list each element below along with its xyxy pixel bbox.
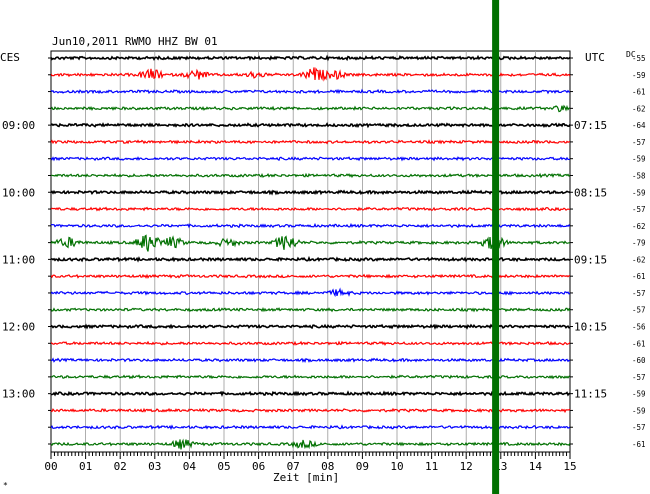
trace-row-14 <box>50 287 571 298</box>
dc-offset-value: -59 <box>632 155 646 164</box>
trace-row-5 <box>50 139 571 145</box>
dc-offset-value: -57 <box>632 423 646 432</box>
event-marker-bar <box>492 0 500 494</box>
x-tick-label: 14 <box>529 460 543 473</box>
x-tick-label: 00 <box>44 460 57 473</box>
x-tick-label: 09 <box>356 460 369 473</box>
left-time-label: 12:00 <box>2 321 35 334</box>
left-time-label: 10:00 <box>2 186 35 199</box>
plot-grid <box>50 50 571 453</box>
dc-offset-value: -61 <box>632 88 646 97</box>
x-tick-label: 07 <box>287 460 300 473</box>
left-time-label: 11:00 <box>2 253 35 266</box>
dc-offset-value: -57 <box>632 205 646 214</box>
trace-row-3 <box>50 104 571 113</box>
trace-row-16 <box>50 323 571 330</box>
trace-row-1 <box>50 67 571 82</box>
x-tick-label: 10 <box>390 460 403 473</box>
trace-row-10 <box>50 222 571 229</box>
corner-mark: * <box>3 481 8 490</box>
trace-row-15 <box>50 306 571 313</box>
trace-row-17 <box>50 340 571 347</box>
trace-row-11 <box>50 234 571 252</box>
x-axis: 00 01 02 03 04 05 06 07 08 09 10 11 12 13 14 15 <box>44 452 577 473</box>
trace-row-23 <box>50 438 571 450</box>
x-tick-label: 02 <box>114 460 127 473</box>
right-timezone-label: UTC <box>585 51 605 64</box>
x-tick-label: 05 <box>217 460 230 473</box>
x-tick-label: 08 <box>321 460 334 473</box>
x-tick-label: 06 <box>252 460 265 473</box>
left-time-label: 13:00 <box>2 388 35 401</box>
left-time-label: 09:00 <box>2 119 35 132</box>
dc-offset-value: -59 <box>632 390 646 399</box>
dc-offset-value: -60 <box>632 356 646 365</box>
trace-row-7 <box>51 172 571 179</box>
trace-row-22 <box>50 424 571 431</box>
x-tick-label: 04 <box>183 460 197 473</box>
trace-row-19 <box>50 374 571 380</box>
dc-offset-value: -57 <box>632 138 646 147</box>
trace-row-8 <box>50 189 571 196</box>
trace-row-13 <box>50 273 571 279</box>
dc-offset-value: -57 <box>632 289 646 298</box>
right-time-label: 10:15 <box>574 321 607 334</box>
x-axis-label: Zeit [min] <box>273 471 339 484</box>
dc-offset-value: -62 <box>632 222 646 231</box>
dc-offset-value: -64 <box>632 121 646 130</box>
dc-offset-value: -59 <box>632 188 646 197</box>
x-tick-label: 12 <box>460 460 473 473</box>
dc-offset-labels: -55 -59 -61 -62 -64 -57 -59 -58 -59 -57 -62 -79 -62 -… <box>632 54 646 449</box>
dc-offset-value: -62 <box>632 255 646 264</box>
trace-row-20 <box>50 390 571 398</box>
dc-offset-value: -79 <box>632 239 646 248</box>
trace-row-0 <box>50 54 571 62</box>
x-tick-label: 15 <box>563 460 576 473</box>
trace-row-21 <box>50 407 571 414</box>
trace-row-6 <box>50 156 570 162</box>
right-time-label: 08:15 <box>574 186 607 199</box>
dc-offset-header: DC <box>626 50 636 59</box>
right-time-label: 11:15 <box>574 388 607 401</box>
time-labels: 09:00 10:00 11:00 12:00 13:00 07:15 08:15 09:15… <box>2 119 607 401</box>
right-time-label: 09:15 <box>574 253 607 266</box>
dc-offset-value: -55 <box>632 54 646 63</box>
left-timezone-label: CES <box>0 51 20 64</box>
x-tick-label: 01 <box>79 460 92 473</box>
trace-row-9 <box>50 206 571 212</box>
dc-offset-value: -57 <box>632 373 646 382</box>
dc-offset-value: -58 <box>632 171 646 180</box>
dc-offset-value: -56 <box>632 323 646 332</box>
x-tick-label: 11 <box>425 460 438 473</box>
dc-offset-value: -61 <box>632 339 646 348</box>
seismic-traces <box>48 54 573 450</box>
dc-offset-value: -59 <box>632 71 646 80</box>
trace-row-4 <box>50 122 571 129</box>
dc-offset-value: -62 <box>632 104 646 113</box>
x-tick-label: 03 <box>148 460 161 473</box>
dc-offset-value: -59 <box>632 406 646 415</box>
dc-offset-value: -61 <box>632 272 646 281</box>
trace-row-12 <box>51 255 571 263</box>
right-time-label: 07:15 <box>574 119 607 132</box>
trace-row-18 <box>51 357 571 363</box>
dc-offset-value: -57 <box>632 306 646 315</box>
chart-title: Jun10,2011 RWMO HHZ BW 01 <box>52 35 218 48</box>
trace-row-2 <box>50 88 571 95</box>
dc-offset-value: -61 <box>632 440 646 449</box>
